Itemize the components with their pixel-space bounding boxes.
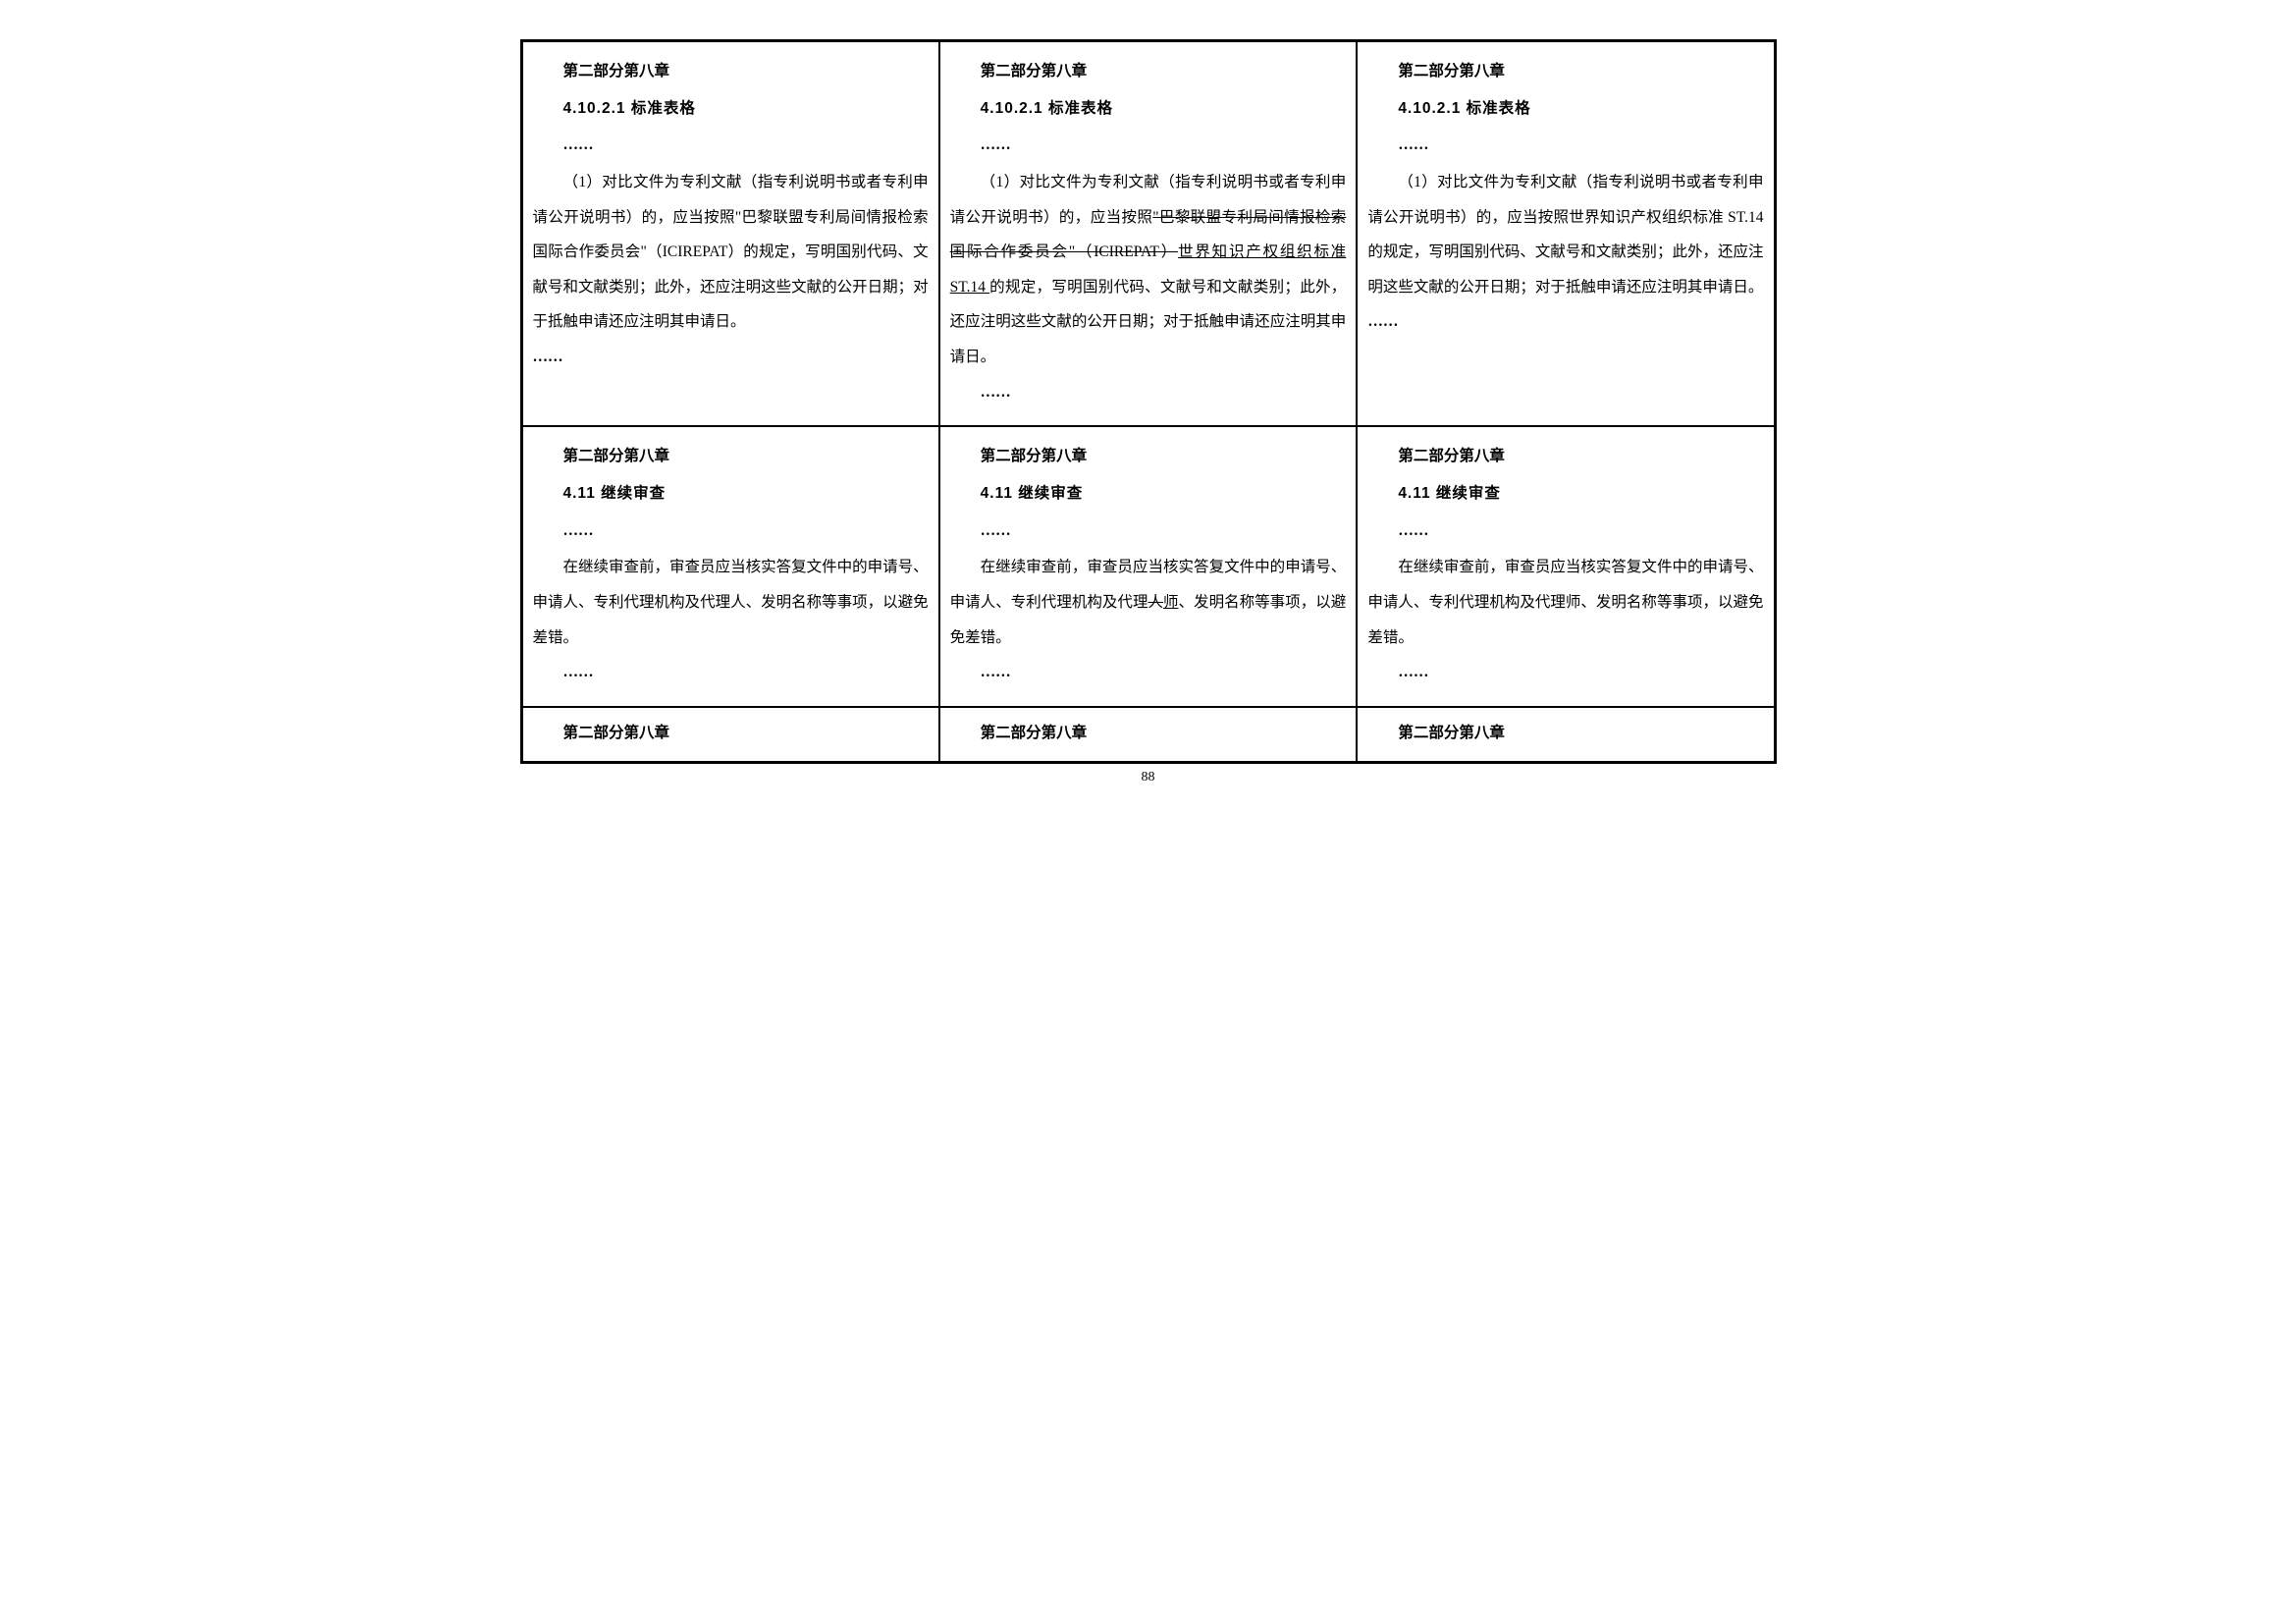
body-text: （1）对比文件为专利文献（指专利说明书或者专利申请公开说明书）的，应当按照世界知…	[1367, 165, 1763, 305]
ellipsis-top: ……	[533, 128, 929, 163]
section-subheading: 4.11 继续审查	[533, 476, 929, 512]
comparison-table: 第二部分第八章 4.10.2.1 标准表格 …… （1）对比文件为专利文献（指专…	[520, 39, 1777, 764]
body-text: 在继续审查前，审查员应当核实答复文件中的申请号、申请人、专利代理机构及代理人、发…	[533, 550, 929, 655]
cell-revised: 第二部分第八章 4.10.2.1 标准表格 …… （1）对比文件为专利文献（指专…	[1357, 41, 1775, 427]
chapter-heading: 第二部分第八章	[533, 716, 929, 751]
section-subheading: 4.10.2.1 标准表格	[533, 91, 929, 127]
ellipsis-top: ……	[950, 128, 1347, 163]
ellipsis-bottom: ……	[950, 375, 1347, 410]
cell-original: 第二部分第八章 4.10.2.1 标准表格 …… （1）对比文件为专利文献（指专…	[521, 41, 939, 427]
body-text: （1）对比文件为专利文献（指专利说明书或者专利申请公开说明书）的，应当按照"巴黎…	[533, 165, 929, 340]
ellipsis-top: ……	[950, 514, 1347, 549]
ellipsis-top: ……	[1367, 128, 1763, 163]
chapter-heading: 第二部分第八章	[533, 54, 929, 89]
cell-revised: 第二部分第八章 4.11 继续审查 …… 在继续审查前，审查员应当核实答复文件中…	[1357, 426, 1775, 706]
cell-markup: 第二部分第八章 4.11 继续审查 …… 在继续审查前，审查员应当核实答复文件中…	[939, 426, 1358, 706]
ellipsis-bottom: ……	[533, 340, 929, 375]
table-row: 第二部分第八章 4.10.2.1 标准表格 …… （1）对比文件为专利文献（指专…	[521, 41, 1775, 427]
cell-original: 第二部分第八章 4.11 继续审查 …… 在继续审查前，审查员应当核实答复文件中…	[521, 426, 939, 706]
chapter-heading: 第二部分第八章	[950, 439, 1347, 474]
body-text: （1）对比文件为专利文献（指专利说明书或者专利申请公开说明书）的，应当按照"巴黎…	[950, 165, 1347, 375]
ellipsis-bottom: ……	[1367, 304, 1763, 340]
chapter-heading: 第二部分第八章	[1367, 54, 1763, 89]
cell-markup: 第二部分第八章 4.10.2.1 标准表格 …… （1）对比文件为专利文献（指专…	[939, 41, 1358, 427]
table-row: 第二部分第八章 第二部分第八章 第二部分第八章	[521, 707, 1775, 762]
body-text: 在继续审查前，审查员应当核实答复文件中的申请号、申请人、专利代理机构及代理师、发…	[1367, 550, 1763, 655]
table-row: 第二部分第八章 4.11 继续审查 …… 在继续审查前，审查员应当核实答复文件中…	[521, 426, 1775, 706]
page-number: 88	[1142, 770, 1155, 785]
ellipsis-bottom: ……	[533, 655, 929, 690]
chapter-heading: 第二部分第八章	[1367, 716, 1763, 751]
section-subheading: 4.11 继续审查	[950, 476, 1347, 512]
chapter-heading: 第二部分第八章	[950, 716, 1347, 751]
comparison-table-wrapper: 第二部分第八章 4.10.2.1 标准表格 …… （1）对比文件为专利文献（指专…	[520, 39, 1777, 764]
chapter-heading: 第二部分第八章	[1367, 439, 1763, 474]
table-body: 第二部分第八章 4.10.2.1 标准表格 …… （1）对比文件为专利文献（指专…	[521, 41, 1775, 763]
section-subheading: 4.10.2.1 标准表格	[950, 91, 1347, 127]
chapter-heading: 第二部分第八章	[533, 439, 929, 474]
body-text: 在继续审查前，审查员应当核实答复文件中的申请号、申请人、专利代理机构及代理人师、…	[950, 550, 1347, 655]
ellipsis-top: ……	[1367, 514, 1763, 549]
cell-markup: 第二部分第八章	[939, 707, 1358, 762]
cell-original: 第二部分第八章	[521, 707, 939, 762]
ellipsis-top: ……	[533, 514, 929, 549]
ellipsis-bottom: ……	[950, 655, 1347, 690]
cell-revised: 第二部分第八章	[1357, 707, 1775, 762]
ellipsis-bottom: ……	[1367, 655, 1763, 690]
section-subheading: 4.11 继续审查	[1367, 476, 1763, 512]
section-subheading: 4.10.2.1 标准表格	[1367, 91, 1763, 127]
chapter-heading: 第二部分第八章	[950, 54, 1347, 89]
